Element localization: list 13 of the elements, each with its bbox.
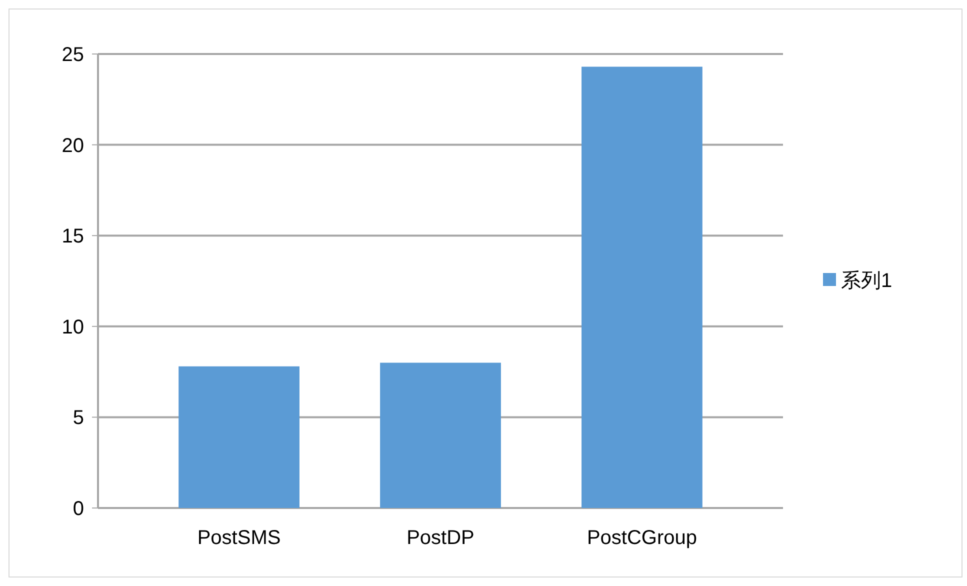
bar (178, 366, 300, 508)
x-tick-label: PostDP (406, 527, 474, 549)
bar (582, 66, 702, 508)
y-tick-label: 0 (72, 498, 84, 520)
bar (380, 362, 501, 508)
y-tick-label: 25 (62, 44, 84, 66)
y-tick-label: 10 (62, 316, 84, 338)
x-tick-label: PostCGroup (586, 527, 697, 549)
y-tick-label: 15 (62, 226, 84, 248)
y-tick-label: 20 (62, 134, 84, 157)
legend-label: 系列1 (841, 270, 892, 292)
x-tick-label: PostSMS (197, 527, 281, 549)
y-tick-label: 5 (72, 407, 84, 430)
